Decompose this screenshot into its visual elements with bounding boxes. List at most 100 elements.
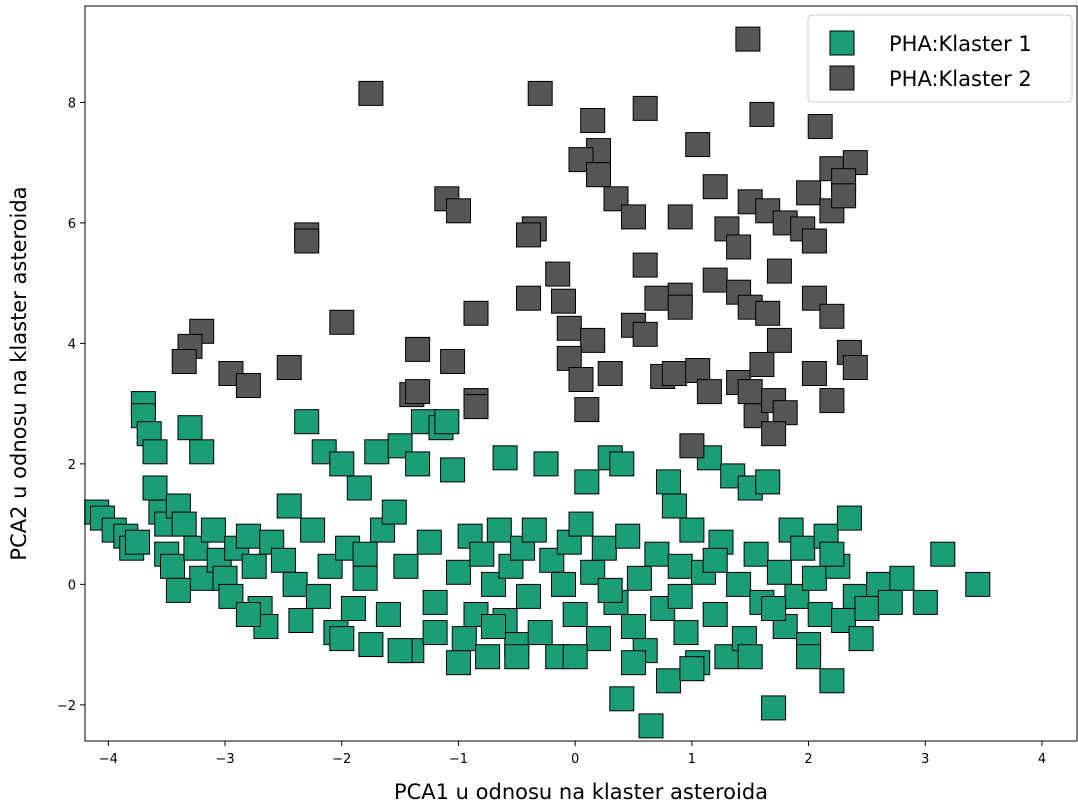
data-point-cluster-2 <box>819 303 845 329</box>
data-point-cluster-2 <box>761 421 787 447</box>
data-point-cluster-2 <box>329 309 355 335</box>
data-point-cluster-1 <box>200 517 226 543</box>
data-point-cluster-2 <box>527 80 553 106</box>
data-point-cluster-1 <box>836 505 862 531</box>
data-point-cluster-2 <box>667 204 693 230</box>
data-point-cluster-2 <box>632 321 658 347</box>
x-tick-label: 0 <box>571 752 579 767</box>
data-point-cluster-1 <box>854 596 880 621</box>
x-tick-label: 1 <box>688 752 696 767</box>
data-point-cluster-2 <box>551 288 576 314</box>
data-point-cluster-1 <box>597 577 623 603</box>
data-point-cluster-2 <box>556 315 582 341</box>
data-point-cluster-1 <box>667 583 693 609</box>
data-point-cluster-2 <box>801 228 827 254</box>
data-point-cluster-2 <box>171 349 197 374</box>
data-point-cluster-2 <box>276 355 302 380</box>
data-point-cluster-1 <box>661 493 687 519</box>
data-point-cluster-2 <box>696 379 722 405</box>
data-point-cluster-1 <box>673 620 699 646</box>
data-point-cluster-1 <box>352 565 378 591</box>
data-point-cluster-1 <box>142 439 168 465</box>
data-point-cluster-2 <box>749 101 775 127</box>
data-point-cluster-2 <box>819 388 845 414</box>
data-point-cluster-1 <box>405 451 431 477</box>
data-point-cluster-1 <box>679 517 705 543</box>
y-tick-label: 8 <box>68 96 76 111</box>
data-point-cluster-2 <box>632 252 658 278</box>
data-point-cluster-1 <box>889 565 915 591</box>
data-point-cluster-1 <box>819 668 845 694</box>
data-point-cluster-1 <box>562 644 588 670</box>
x-tick-label: −4 <box>99 752 118 767</box>
data-point-cluster-1 <box>422 620 448 646</box>
data-point-cluster-1 <box>644 541 670 567</box>
data-point-cluster-1 <box>755 469 781 495</box>
legend-box <box>807 14 1073 103</box>
data-point-cluster-2 <box>405 379 431 405</box>
data-point-cluster-2 <box>632 95 658 121</box>
y-axis: −2 0 2 4 6 8 <box>57 96 85 714</box>
data-point-cluster-1 <box>446 650 471 676</box>
data-point-cluster-1 <box>568 511 594 537</box>
data-point-cluster-1 <box>300 517 326 543</box>
data-point-cluster-2 <box>568 367 594 392</box>
data-point-cluster-1 <box>965 571 991 597</box>
data-point-cluster-1 <box>591 535 617 561</box>
data-point-cluster-1 <box>189 439 215 465</box>
y-tick-label: 6 <box>68 217 76 232</box>
data-point-cluster-1 <box>679 656 705 682</box>
data-point-cluster-2 <box>685 358 711 383</box>
data-point-cluster-2 <box>702 267 728 293</box>
data-point-cluster-1 <box>393 553 419 579</box>
data-point-cluster-2 <box>842 355 868 380</box>
y-tick-label: 4 <box>68 337 76 352</box>
data-point-cluster-2 <box>807 114 833 139</box>
data-point-cluster-1 <box>796 644 822 670</box>
data-point-cluster-1 <box>574 469 600 495</box>
x-axis-label: PCA1 u odnosu na klaster asteroida <box>394 780 768 804</box>
data-point-cluster-1 <box>288 608 314 633</box>
y-tick-label: −2 <box>57 699 76 714</box>
data-point-cluster-1 <box>667 553 693 579</box>
data-point-cluster-1 <box>877 589 903 615</box>
data-point-cluster-2 <box>516 222 541 248</box>
y-tick-label: 2 <box>68 458 76 473</box>
x-tick-label: 4 <box>1038 752 1046 767</box>
x-tick-label: −3 <box>215 752 234 767</box>
data-point-cluster-1 <box>160 553 185 579</box>
data-point-cluster-1 <box>177 415 203 441</box>
data-point-cluster-1 <box>521 517 547 543</box>
data-point-cluster-1 <box>486 517 512 543</box>
data-point-cluster-1 <box>387 433 413 459</box>
x-tick-label: 2 <box>804 752 812 767</box>
data-point-cluster-1 <box>282 571 308 597</box>
data-point-cluster-1 <box>358 632 384 658</box>
data-point-cluster-1 <box>656 668 681 694</box>
data-point-cluster-1 <box>790 535 816 561</box>
data-point-cluster-1 <box>381 499 407 525</box>
legend-marker-cluster-1 <box>829 30 855 56</box>
data-point-cluster-1 <box>171 511 197 537</box>
data-point-cluster-1 <box>726 571 752 597</box>
data-point-cluster-2 <box>597 361 623 386</box>
data-point-cluster-2 <box>831 183 857 209</box>
data-point-cluster-1 <box>276 493 302 519</box>
data-point-cluster-1 <box>609 686 635 712</box>
data-point-cluster-2 <box>796 180 822 206</box>
legend: PHA:Klaster 1 PHA:Klaster 2 <box>807 14 1073 103</box>
data-point-cluster-1 <box>451 626 477 652</box>
data-point-cluster-2 <box>235 373 261 398</box>
data-point-cluster-2 <box>463 300 489 326</box>
data-point-cluster-2 <box>580 327 606 353</box>
data-point-cluster-1 <box>702 547 728 573</box>
data-point-cluster-1 <box>481 614 506 639</box>
data-point-cluster-1 <box>270 547 296 573</box>
data-point-cluster-2 <box>574 397 600 423</box>
data-point-cluster-1 <box>469 541 495 567</box>
x-tick-label: 3 <box>921 752 929 767</box>
data-point-cluster-2 <box>801 361 827 386</box>
data-point-cluster-2 <box>737 379 763 405</box>
data-point-cluster-1 <box>416 529 442 555</box>
data-point-cluster-2 <box>580 108 606 133</box>
